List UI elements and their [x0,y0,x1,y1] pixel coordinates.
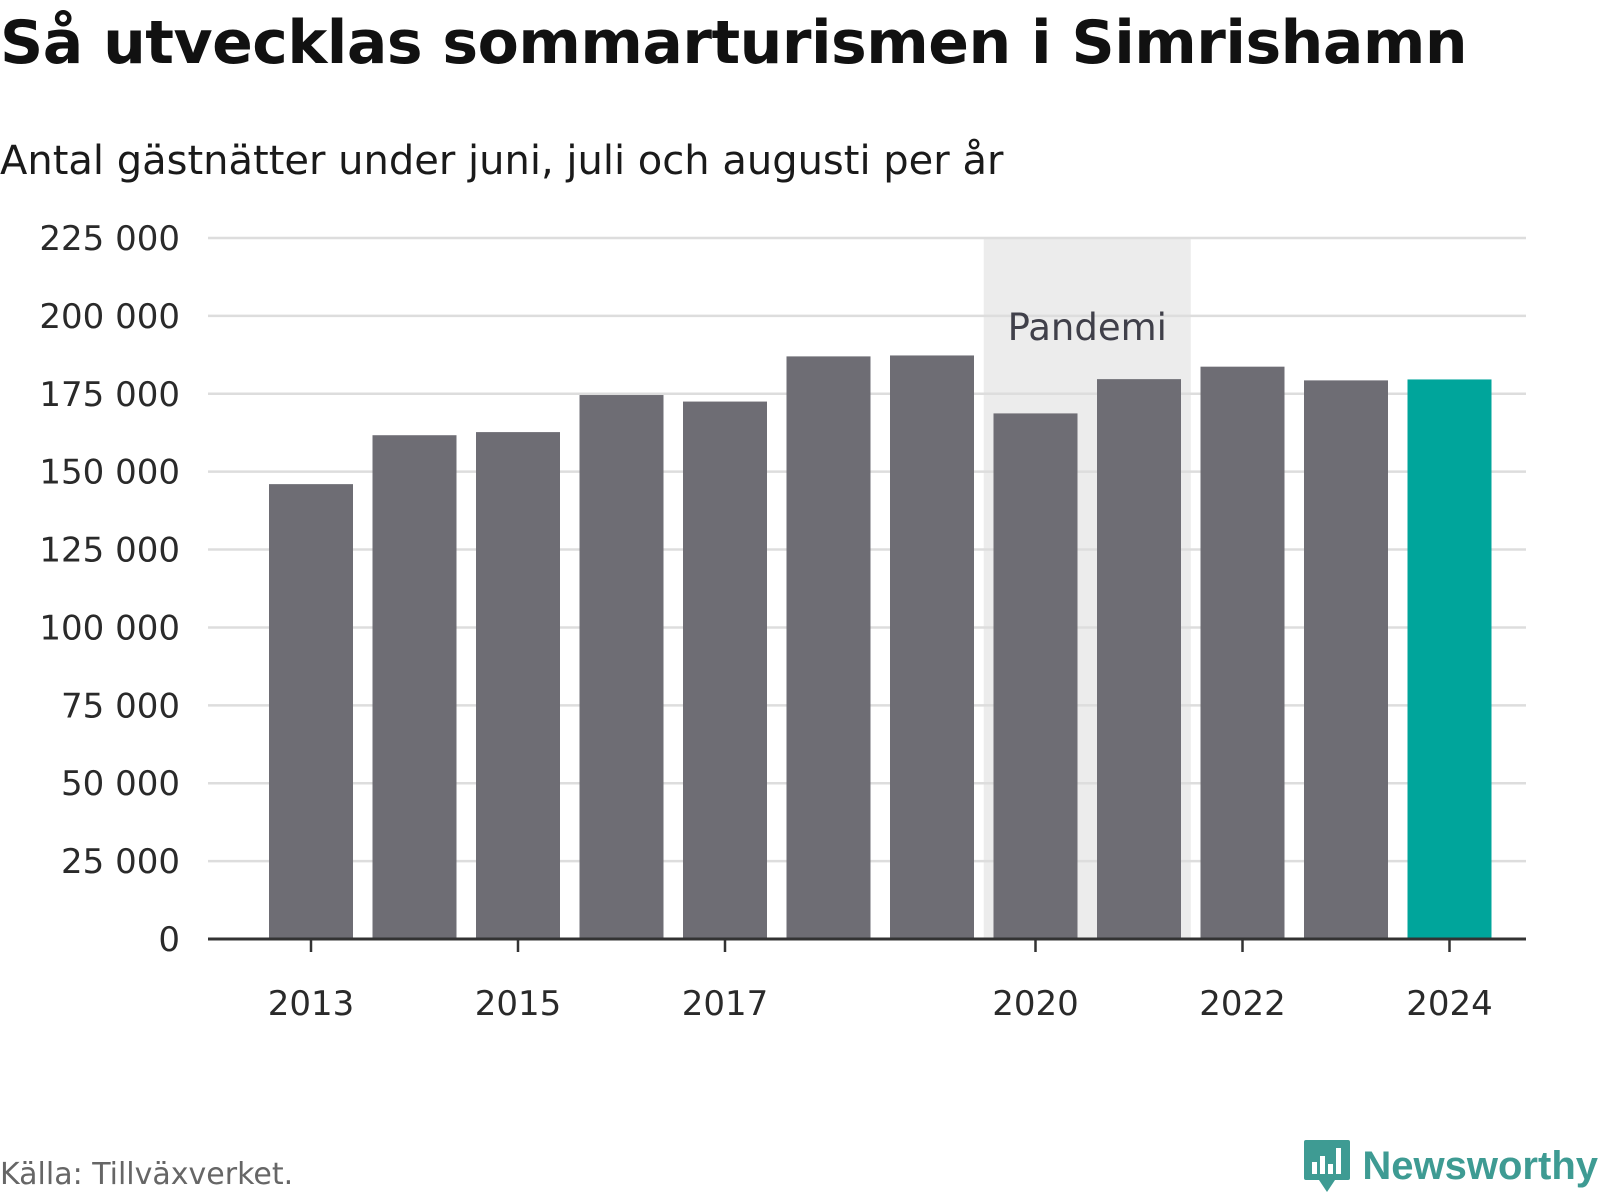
y-tick-label: 225 000 [39,219,180,259]
y-tick-label: 50 000 [61,764,180,804]
source-note: Källa: Tillväxverket. [0,1157,294,1192]
bar-chart: Pandemi 0 25 000 50 000 75 000 100 000 125 000… [39,219,1526,1024]
y-tick-label: 150 000 [39,453,180,493]
y-tick-label: 100 000 [39,608,180,648]
pandemic-label: Pandemi [1008,306,1167,349]
bar-2019 [890,355,974,940]
y-tick-label: 200 000 [39,297,180,337]
chart-title: Så utvecklas sommarturismen i Simrishamn [0,8,1468,78]
bar-2017 [683,401,767,940]
x-tick-label: 2013 [268,984,355,1024]
x-tick-label: 2017 [682,984,769,1024]
chart-subtitle: Antal gästnätter under juni, juli och au… [0,138,1004,184]
y-tick-label: 125 000 [39,531,180,571]
bar-2024 [1407,379,1492,939]
bar-2016 [579,395,664,939]
brand-logo: Newsworthy [1302,1138,1598,1194]
y-tick-label: 25 000 [61,842,180,882]
x-tick-label: 2020 [992,984,1079,1024]
y-tick-label: 75 000 [61,686,180,726]
x-tick-label: 2022 [1199,984,1286,1024]
bar-2021 [1097,379,1181,940]
bar-2020 [993,413,1078,940]
newsworthy-logo-icon [1304,1140,1351,1192]
brand-name: Newsworthy [1362,1143,1598,1188]
x-tick-label: 2024 [1406,984,1493,1024]
bar-2023 [1304,380,1388,940]
bar-2015 [476,432,560,939]
y-tick-label: 175 000 [39,375,180,415]
bar-2013 [269,484,353,939]
bar-2014 [372,435,457,939]
bar-2018 [786,356,871,939]
y-tick-label: 0 [158,920,180,960]
x-tick-label: 2015 [475,984,562,1024]
bar-2022 [1200,366,1285,939]
